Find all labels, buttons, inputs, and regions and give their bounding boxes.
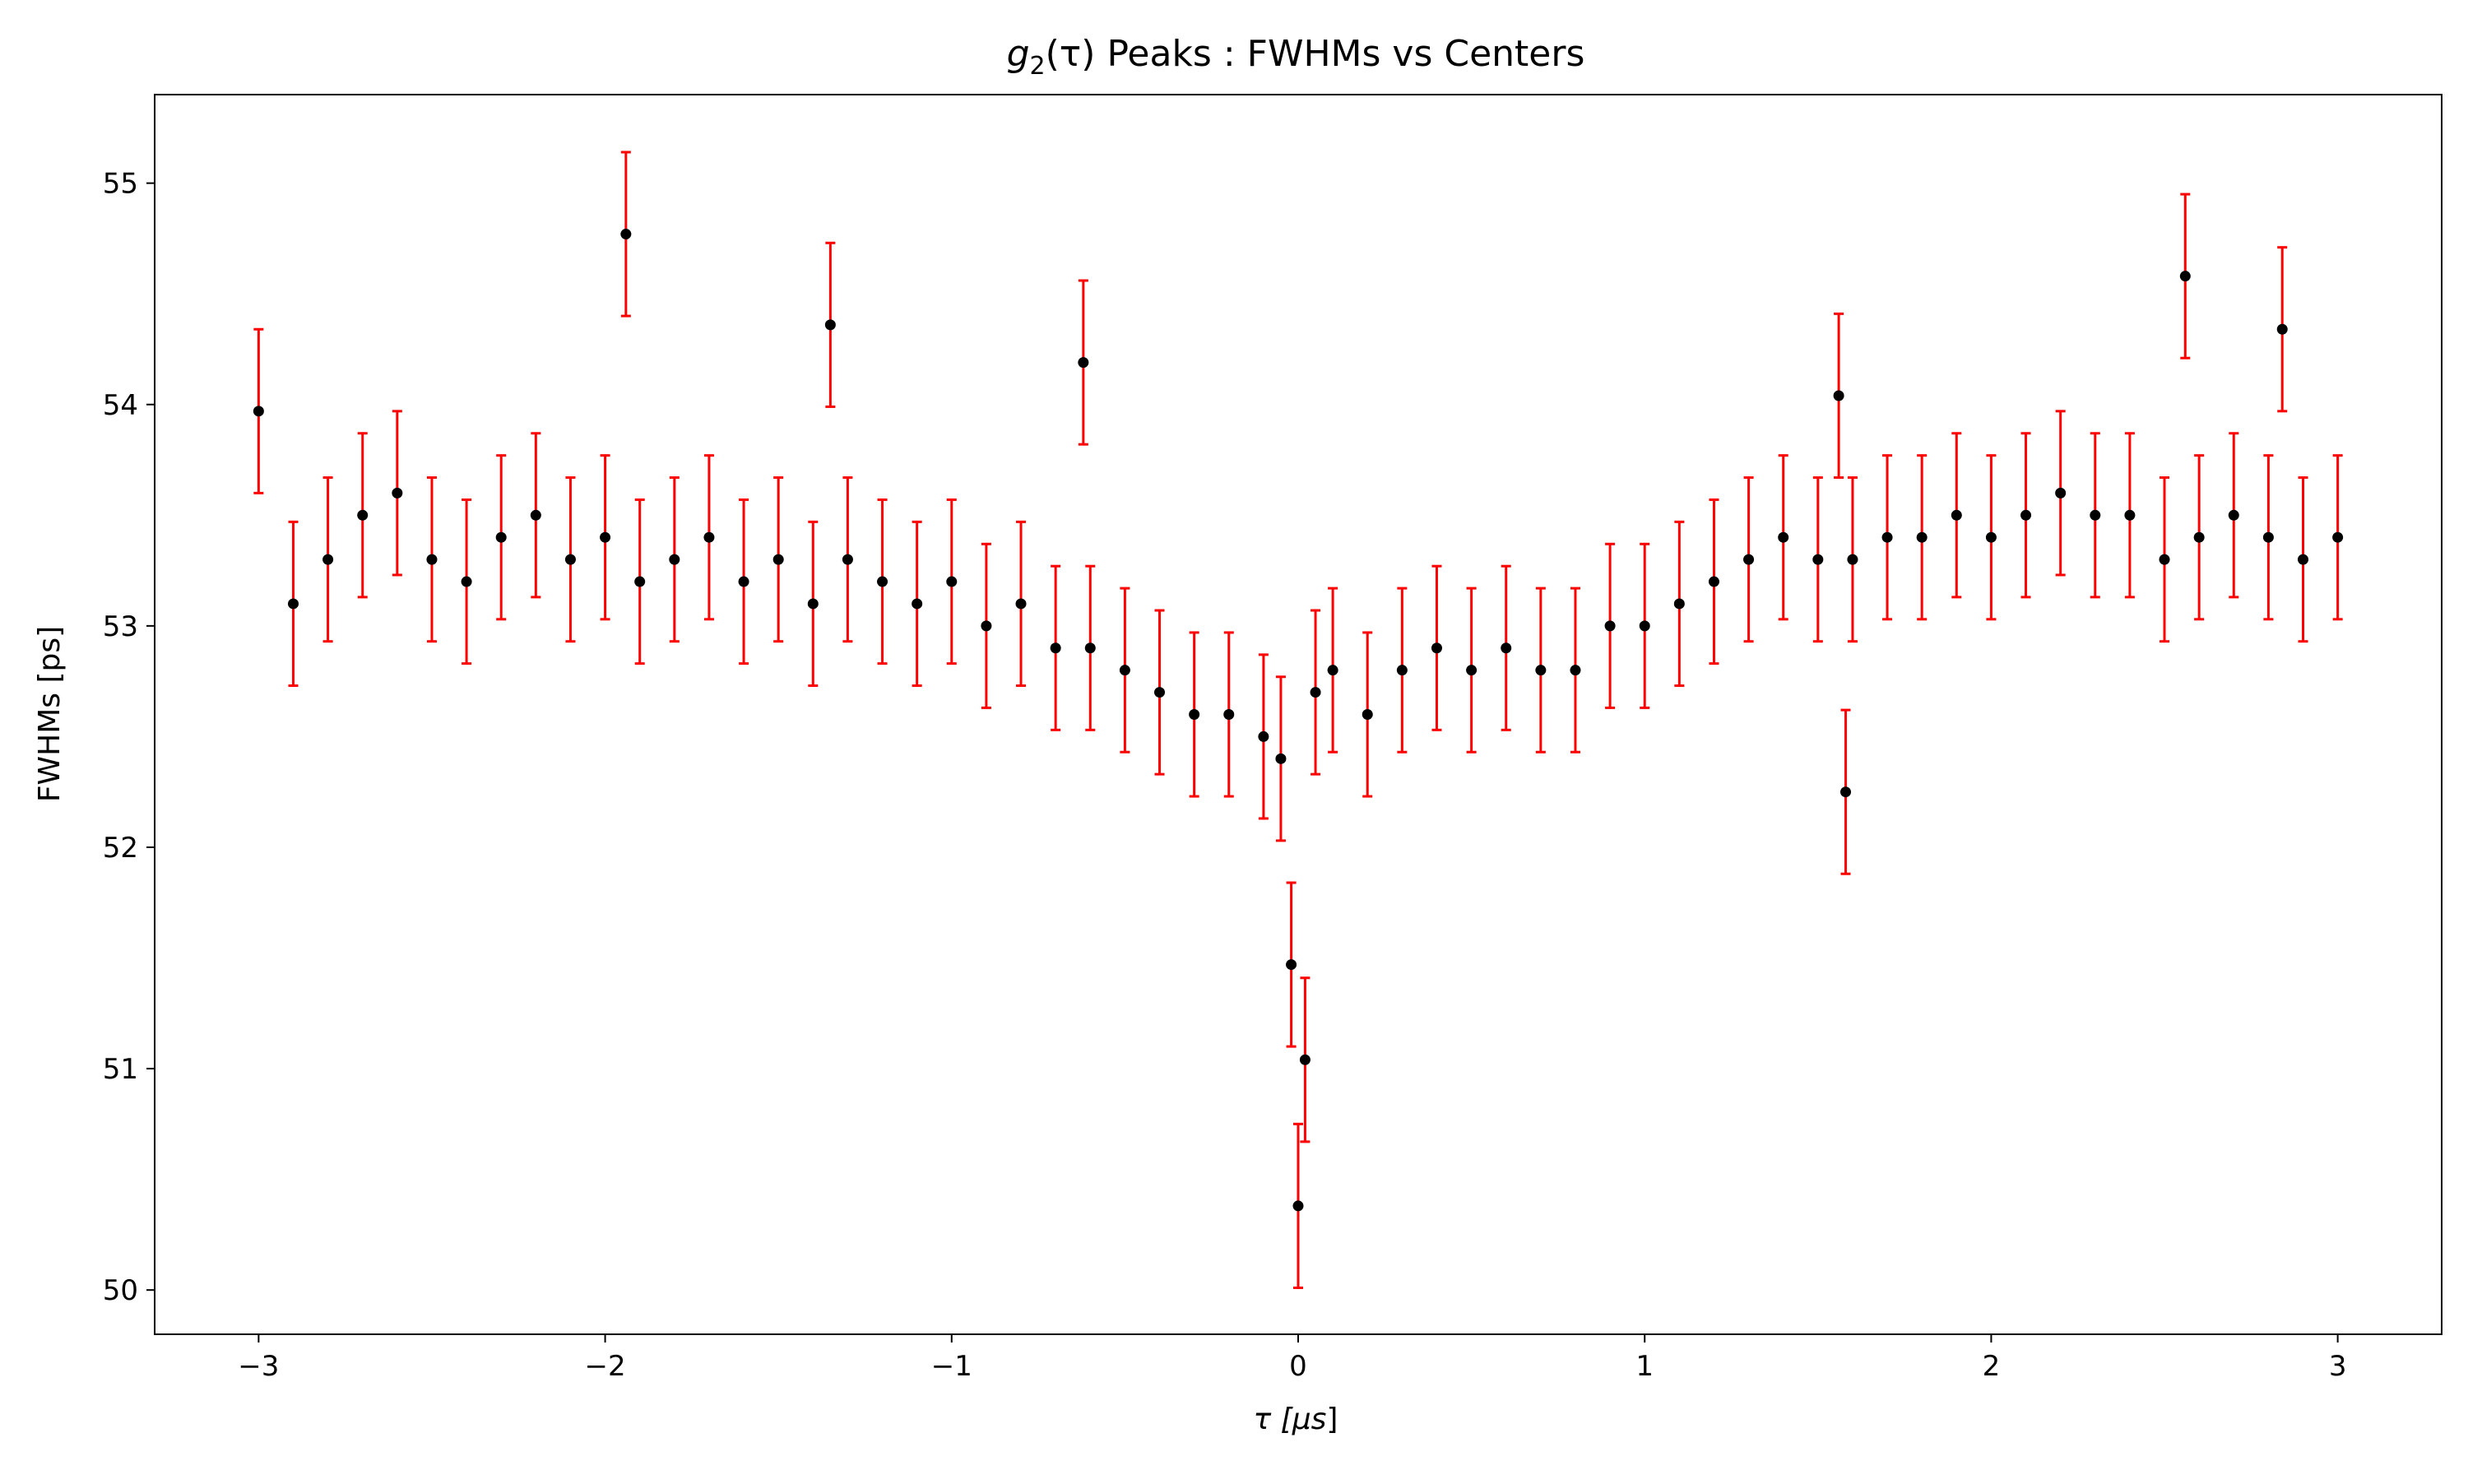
data-point (2276, 323, 2288, 335)
x-tick-label: −1 (931, 1350, 972, 1383)
x-label-mu: μs (1292, 1403, 1327, 1436)
title-subscript: 2 (1030, 52, 1046, 81)
data-point (1275, 753, 1287, 764)
data-point (824, 319, 836, 331)
y-tick-label: 51 (103, 1053, 138, 1086)
data-point (357, 509, 369, 521)
data-point (1985, 531, 1997, 543)
x-axis-label: τ [μs] (1254, 1403, 1338, 1436)
y-tick-label: 54 (103, 389, 138, 422)
x-tick-label: 1 (1635, 1350, 1654, 1383)
data-point (426, 554, 438, 565)
data-point (1258, 730, 1269, 742)
y-tick-label: 53 (103, 610, 138, 643)
data-point (1084, 642, 1096, 654)
data-point (1570, 665, 1581, 676)
data-point (2055, 487, 2067, 499)
data-point (1840, 786, 1852, 798)
y-tick-label: 55 (103, 168, 138, 201)
data-point (1743, 554, 1755, 565)
data-point (495, 531, 507, 543)
data-point (620, 229, 632, 240)
data-point (2262, 531, 2274, 543)
x-tick-label: 2 (1983, 1350, 2001, 1383)
data-point (1673, 598, 1685, 610)
data-point (1310, 687, 1321, 698)
data-point (2090, 509, 2101, 521)
data-point (1535, 665, 1547, 676)
data-point (946, 576, 958, 587)
title-rest: (τ) Peaks : FWHMs vs Centers (1046, 33, 1585, 75)
data-point (1015, 598, 1027, 610)
data-point (461, 576, 472, 587)
data-point (1466, 665, 1478, 676)
data-point (1778, 531, 1789, 543)
data-point (1916, 531, 1928, 543)
data-point (1708, 576, 1719, 587)
data-point (2332, 531, 2344, 543)
chart-title: g2(τ) Peaks : FWHMs vs Centers (1007, 33, 1585, 81)
data-point (564, 554, 576, 565)
data-point (2020, 509, 2032, 521)
data-point (2193, 531, 2205, 543)
data-point (1299, 1054, 1311, 1065)
x-label-suffix: ] (1326, 1403, 1338, 1436)
data-point (1078, 357, 1089, 369)
data-point (1327, 665, 1338, 676)
data-marks (253, 151, 2344, 1289)
data-point (1050, 642, 1061, 654)
data-point (981, 620, 992, 632)
x-tick-label: −3 (238, 1350, 279, 1383)
data-point (322, 554, 334, 565)
data-point (772, 554, 784, 565)
data-point (1951, 509, 1962, 521)
data-point (669, 554, 680, 565)
x-label-prefix: τ [ (1254, 1403, 1294, 1436)
data-point (1604, 620, 1616, 632)
data-point (1362, 709, 1373, 720)
data-point (807, 598, 819, 610)
data-point (1396, 665, 1408, 676)
title-g: g (1007, 33, 1030, 75)
data-point (287, 598, 299, 610)
data-point (842, 554, 853, 565)
data-point (912, 598, 923, 610)
data-point (1431, 642, 1442, 654)
data-point (1881, 531, 1893, 543)
axes: −3 −2 −1 0 1 2 3 50 51 52 53 54 55 (103, 94, 2442, 1383)
y-tick-label: 52 (103, 832, 138, 865)
y-tick-label: 50 (103, 1274, 138, 1307)
data-point (600, 531, 611, 543)
data-point (1639, 620, 1650, 632)
y-axis-label: FWHMs [ps] (33, 626, 67, 802)
data-point (1154, 687, 1166, 698)
data-point (1833, 390, 1844, 401)
data-point (877, 576, 888, 587)
data-point (1189, 709, 1200, 720)
data-point (392, 487, 403, 499)
data-point (1119, 665, 1130, 676)
data-point (2228, 509, 2239, 521)
data-point (1847, 554, 1858, 565)
x-tick-label: 0 (1289, 1350, 1307, 1383)
data-point (634, 576, 646, 587)
data-point (2298, 554, 2309, 565)
data-point (738, 576, 749, 587)
data-point (2159, 554, 2170, 565)
data-point (1292, 1200, 1304, 1212)
data-point (703, 531, 715, 543)
data-point (1223, 709, 1235, 720)
data-point (1812, 554, 1824, 565)
x-tick-label: 3 (2329, 1350, 2347, 1383)
data-point (253, 406, 264, 417)
data-point (1501, 642, 1512, 654)
data-point (2124, 509, 2136, 521)
data-point (530, 509, 541, 521)
data-point (1286, 959, 1297, 971)
x-tick-label: −2 (585, 1350, 626, 1383)
data-point (2179, 271, 2191, 282)
